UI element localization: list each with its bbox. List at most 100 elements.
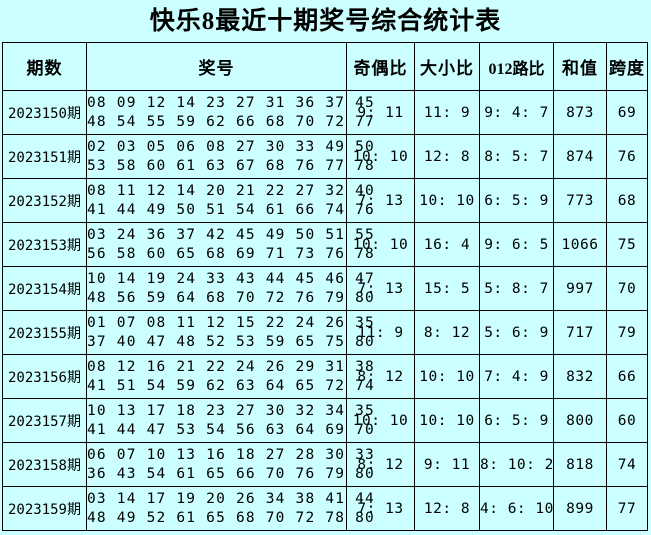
cell-sum: 1066 [553, 222, 607, 267]
cell-sum: 832 [553, 354, 607, 399]
table-body: 2023150期 08 09 12 14 23 27 31 36 37 45 48 … [2, 90, 648, 531]
header-big-small-ratio: 大小比 [414, 42, 480, 91]
numbers-line-1: 02 03 05 06 08 27 30 33 49 50 [87, 138, 375, 155]
numbers-line-1: 10 13 17 18 23 27 30 32 34 35 [87, 402, 375, 419]
cell-period: 2023150期 [2, 90, 87, 135]
cell-odd-even-ratio: 7: 13 [346, 266, 415, 311]
cell-period: 2023154期 [2, 266, 87, 311]
table-row: 2023150期 08 09 12 14 23 27 31 36 37 45 48 … [2, 90, 648, 135]
cell-period: 2023155期 [2, 310, 87, 355]
cell-period: 2023157期 [2, 398, 87, 443]
cell-sum: 997 [553, 266, 607, 311]
header-road-012-ratio: 012路比 [479, 42, 554, 91]
numbers-line-1: 01 07 08 11 12 15 22 24 26 35 [87, 314, 375, 331]
cell-span: 75 [606, 222, 648, 267]
cell-span: 74 [606, 442, 648, 487]
cell-numbers: 06 07 10 13 16 18 27 28 30 33 36 43 54 61… [86, 442, 375, 487]
lottery-statistics-table: 期数 奖号 奇偶比 大小比 012路比 和值 跨度 2023150期 08 09 … [2, 42, 648, 531]
cell-period: 2023159期 [2, 486, 87, 531]
cell-big-small-ratio: 11: 9 [414, 90, 480, 135]
numbers-line-2: 41 44 47 53 54 56 63 64 69 70 [87, 421, 375, 438]
cell-span: 60 [606, 398, 648, 443]
cell-road-012-ratio: 4: 6: 10 [479, 486, 554, 531]
cell-road-012-ratio: 9: 4: 7 [479, 90, 554, 135]
cell-road-012-ratio: 8: 5: 7 [479, 134, 554, 179]
cell-sum: 874 [553, 134, 607, 179]
numbers-line-2: 37 40 47 48 52 53 59 65 75 80 [87, 333, 375, 350]
cell-odd-even-ratio: 7: 13 [346, 486, 415, 531]
page-title-bar: 快乐8最近十期奖号综合统计表 [0, 0, 651, 42]
cell-numbers: 01 07 08 11 12 15 22 24 26 35 37 40 47 48… [86, 310, 375, 355]
header-span: 跨度 [606, 42, 648, 91]
numbers-line-1: 08 11 12 14 20 21 22 27 32 40 [87, 182, 375, 199]
cell-span: 68 [606, 178, 648, 223]
cell-numbers: 03 14 17 19 20 26 34 38 41 44 48 49 52 61… [86, 486, 375, 531]
cell-big-small-ratio: 15: 5 [414, 266, 480, 311]
cell-big-small-ratio: 10: 10 [414, 178, 480, 223]
cell-period: 2023151期 [2, 134, 87, 179]
cell-big-small-ratio: 16: 4 [414, 222, 480, 267]
cell-period: 2023153期 [2, 222, 87, 267]
cell-span: 66 [606, 354, 648, 399]
numbers-line-2: 53 58 60 61 63 67 68 76 77 78 [87, 157, 375, 174]
numbers-line-1: 06 07 10 13 16 18 27 28 30 33 [87, 446, 375, 463]
cell-numbers: 08 09 12 14 23 27 31 36 37 45 48 54 55 59… [86, 90, 375, 135]
cell-numbers: 08 11 12 14 20 21 22 27 32 40 41 44 49 50… [86, 178, 375, 223]
numbers-line-1: 08 12 16 21 22 24 26 29 31 38 [87, 358, 375, 375]
table-header: 期数 奖号 奇偶比 大小比 012路比 和值 跨度 [2, 42, 648, 91]
numbers-line-1: 10 14 19 24 33 43 44 45 46 47 [87, 270, 375, 287]
cell-big-small-ratio: 12: 8 [414, 486, 480, 531]
cell-span: 69 [606, 90, 648, 135]
cell-road-012-ratio: 6: 5: 9 [479, 398, 554, 443]
cell-sum: 800 [553, 398, 607, 443]
header-sum: 和值 [553, 42, 607, 91]
cell-period: 2023152期 [2, 178, 87, 223]
header-numbers: 奖号 [86, 42, 347, 91]
table-row: 2023154期 10 14 19 24 33 43 44 45 46 47 48 … [2, 266, 648, 311]
cell-sum: 773 [553, 178, 607, 223]
numbers-line-1: 03 24 36 37 42 45 49 50 51 55 [87, 226, 375, 243]
cell-odd-even-ratio: 10: 10 [346, 398, 415, 443]
cell-odd-even-ratio: 8: 12 [346, 442, 415, 487]
table-row: 2023158期 06 07 10 13 16 18 27 28 30 33 36 … [2, 442, 648, 487]
numbers-line-2: 48 49 52 61 65 68 70 72 78 80 [87, 509, 375, 526]
table-row: 2023156期 08 12 16 21 22 24 26 29 31 38 41 … [2, 354, 648, 399]
cell-road-012-ratio: 6: 5: 9 [479, 178, 554, 223]
cell-numbers: 10 13 17 18 23 27 30 32 34 35 41 44 47 53… [86, 398, 375, 443]
cell-sum: 717 [553, 310, 607, 355]
numbers-line-2: 41 51 54 59 62 63 64 65 72 74 [87, 377, 375, 394]
numbers-line-2: 48 56 59 64 68 70 72 76 79 80 [87, 289, 375, 306]
header-period: 期数 [2, 42, 87, 91]
cell-odd-even-ratio: 11: 9 [346, 310, 415, 355]
cell-road-012-ratio: 5: 6: 9 [479, 310, 554, 355]
numbers-line-2: 36 43 54 61 65 66 70 76 79 80 [87, 465, 375, 482]
numbers-line-1: 03 14 17 19 20 26 34 38 41 44 [87, 490, 375, 507]
numbers-line-1: 08 09 12 14 23 27 31 36 37 45 [87, 94, 375, 111]
cell-sum: 818 [553, 442, 607, 487]
table-row: 2023153期 03 24 36 37 42 45 49 50 51 55 56 … [2, 222, 648, 267]
numbers-line-2: 41 44 49 50 51 54 61 66 74 76 [87, 201, 375, 218]
numbers-line-2: 56 58 60 65 68 69 71 73 76 78 [87, 245, 375, 262]
header-row: 期数 奖号 奇偶比 大小比 012路比 和值 跨度 [2, 42, 648, 91]
cell-road-012-ratio: 5: 8: 7 [479, 266, 554, 311]
cell-road-012-ratio: 8: 10: 2 [479, 442, 554, 487]
cell-numbers: 02 03 05 06 08 27 30 33 49 50 53 58 60 61… [86, 134, 375, 179]
table-row: 2023157期 10 13 17 18 23 27 30 32 34 35 41 … [2, 398, 648, 443]
cell-span: 79 [606, 310, 648, 355]
table-row: 2023152期 08 11 12 14 20 21 22 27 32 40 41 … [2, 178, 648, 223]
cell-big-small-ratio: 10: 10 [414, 398, 480, 443]
cell-span: 77 [606, 486, 648, 531]
page-title: 快乐8最近十期奖号综合统计表 [149, 7, 502, 35]
cell-odd-even-ratio: 9: 11 [346, 90, 415, 135]
table-row: 2023151期 02 03 05 06 08 27 30 33 49 50 53 … [2, 134, 648, 179]
cell-sum: 873 [553, 90, 607, 135]
cell-road-012-ratio: 7: 4: 9 [479, 354, 554, 399]
cell-span: 70 [606, 266, 648, 311]
header-odd-even-ratio: 奇偶比 [346, 42, 415, 91]
cell-big-small-ratio: 9: 11 [414, 442, 480, 487]
cell-sum: 899 [553, 486, 607, 531]
cell-period: 2023158期 [2, 442, 87, 487]
cell-numbers: 03 24 36 37 42 45 49 50 51 55 56 58 60 65… [86, 222, 375, 267]
cell-big-small-ratio: 10: 10 [414, 354, 480, 399]
